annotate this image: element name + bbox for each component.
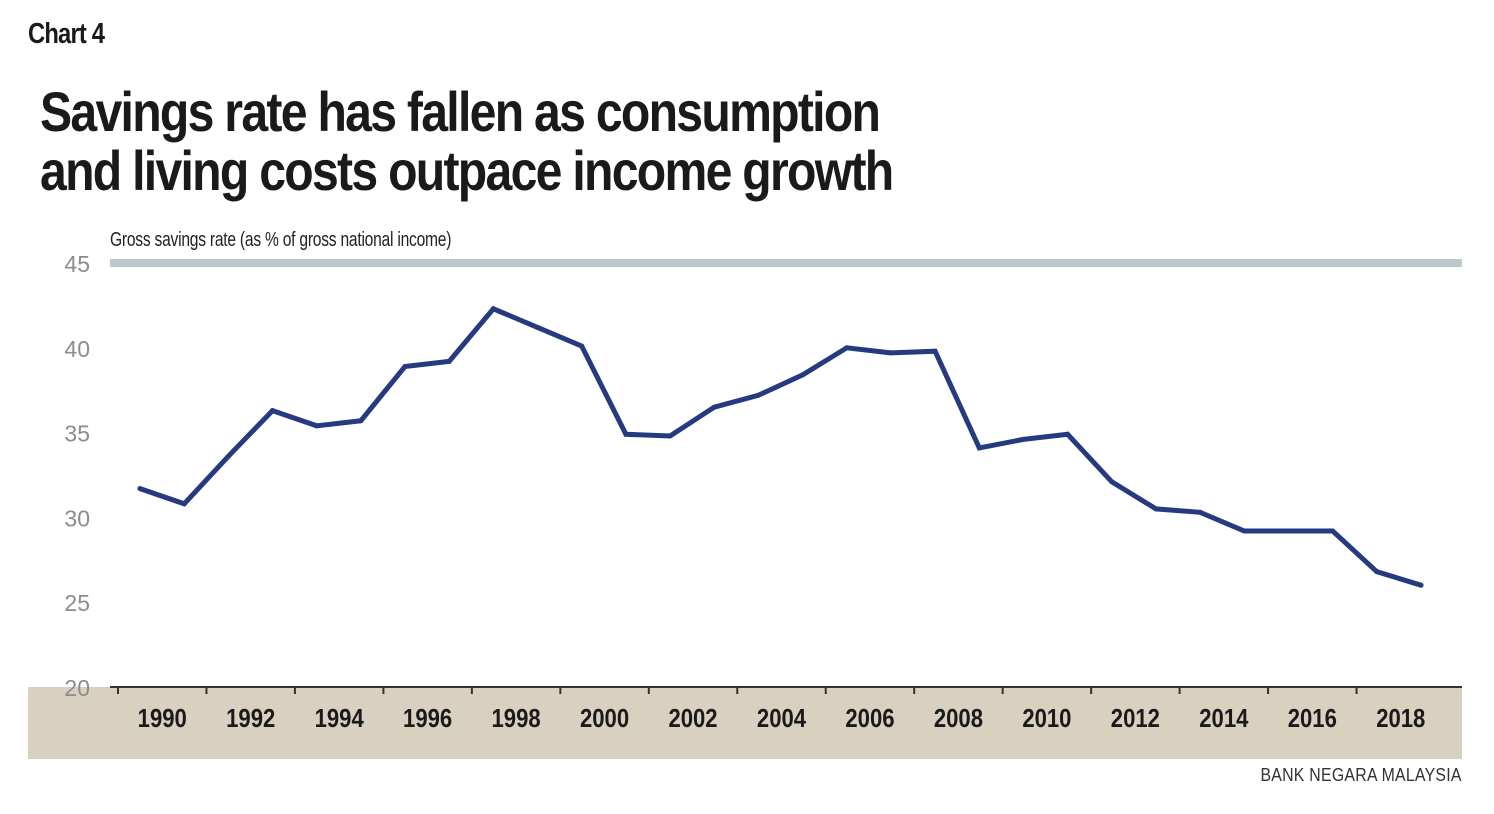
x-tick-label: 1992 [226, 704, 275, 733]
data-point-2007 [888, 350, 894, 356]
data-point-2017 [1330, 528, 1336, 534]
y-tick-label: 20 [64, 675, 90, 701]
x-tick-label: 2018 [1376, 704, 1425, 733]
x-tick-label: 2010 [1022, 704, 1071, 733]
y-axis-label: Gross savings rate (as % of gross nation… [110, 229, 452, 251]
x-tick-label: 2016 [1288, 704, 1337, 733]
data-point-2008 [932, 348, 938, 354]
data-point-2005 [800, 372, 806, 378]
chart-title-line-2: and living costs outpace income growth [40, 139, 894, 202]
y-tick-label: 30 [64, 505, 90, 531]
x-tick-label: 2002 [668, 704, 717, 733]
data-point-2000 [579, 343, 585, 349]
data-point-2018 [1374, 569, 1380, 575]
chart-title-line-1: Savings rate has fallen as consumption [40, 80, 881, 143]
y-tick-label: 25 [64, 590, 90, 616]
y-tick-label: 45 [64, 251, 90, 277]
x-tick-label: 2014 [1199, 704, 1249, 733]
data-point-1994 [314, 423, 320, 429]
source-credit: BANK NEGARA MALAYSIA [1260, 765, 1462, 785]
data-point-1992 [225, 453, 231, 459]
data-point-2014 [1197, 509, 1203, 515]
data-point-2011 [1065, 431, 1071, 437]
x-tick-label: 2008 [934, 704, 983, 733]
x-tick-label: 1996 [403, 704, 452, 733]
x-axis-ticks: 1990 1992 1994 1996 1998 2000 2002 2004 2006 2008… [117, 687, 1425, 733]
data-point-1990 [137, 486, 143, 492]
data-point-2012 [1109, 479, 1115, 485]
data-point-2015 [1241, 528, 1247, 534]
chart-number-label: Chart 4 [28, 18, 105, 50]
data-point-2009 [976, 445, 982, 451]
x-tick-label: 2012 [1111, 704, 1160, 733]
data-point-2013 [1153, 506, 1159, 512]
data-point-2003 [711, 404, 717, 410]
data-point-2016 [1285, 528, 1291, 534]
data-point-2019 [1418, 582, 1424, 588]
chart-title: Savings rate has fallen as consumption a… [40, 80, 894, 202]
series-group [137, 305, 1424, 588]
data-point-1998 [490, 306, 496, 312]
data-point-1997 [446, 358, 452, 364]
x-tick-label: 1990 [138, 704, 187, 733]
top-reference-rule [110, 259, 1462, 267]
data-point-2004 [755, 392, 761, 398]
x-tick-label: 1994 [315, 704, 365, 733]
y-tick-label: 40 [64, 336, 90, 362]
y-axis-ticks: 20 25 30 35 40 45 [64, 251, 90, 701]
y-tick-label: 35 [64, 421, 90, 447]
data-point-1991 [181, 501, 187, 507]
x-tick-label: 1998 [492, 704, 541, 733]
data-point-2001 [623, 431, 629, 437]
data-point-1996 [402, 363, 408, 369]
x-tick-label: 2000 [580, 704, 629, 733]
x-axis-band [28, 687, 1462, 759]
data-point-1995 [358, 418, 364, 424]
series-line-gross-savings-rate [137, 305, 1424, 588]
data-point-2002 [667, 433, 673, 439]
data-point-2010 [1020, 436, 1026, 442]
data-point-1999 [535, 324, 541, 330]
data-point-1993 [270, 408, 276, 414]
x-tick-label: 2004 [757, 704, 807, 733]
x-tick-label: 2006 [845, 704, 894, 733]
data-point-2006 [844, 345, 850, 351]
